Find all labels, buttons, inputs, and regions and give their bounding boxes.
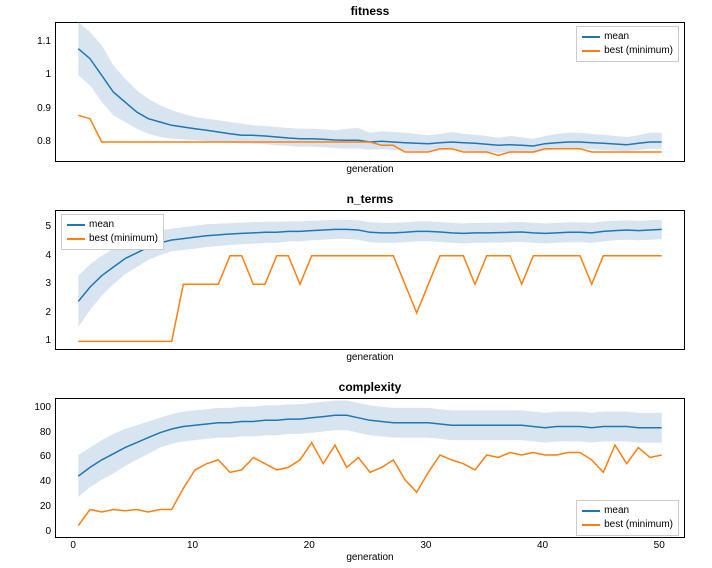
y-tick-label: 80: [40, 427, 51, 438]
legend-label-best: best (minimum): [89, 232, 158, 246]
subplot-title: fitness: [55, 4, 685, 18]
legend-item-best: best (minimum): [67, 232, 158, 246]
legend-swatch-mean: [67, 224, 85, 226]
legend-item-mean: mean: [582, 504, 673, 518]
x-axis-label: generation: [55, 164, 685, 175]
y-tick-label: 1.1: [37, 36, 51, 47]
confidence-band: [78, 220, 661, 327]
y-tick-label: 40: [40, 476, 51, 487]
x-tick-label: 0: [70, 540, 76, 551]
y-tick-label: 0.9: [37, 103, 51, 114]
best-line: [78, 443, 661, 526]
confidence-band: [78, 22, 661, 153]
confidence-band: [78, 401, 661, 498]
legend: meanbest (minimum): [61, 214, 164, 250]
legend-swatch-best: [67, 238, 85, 240]
legend-label-mean: mean: [604, 30, 629, 44]
y-tick-label: 1: [45, 335, 51, 346]
x-tick-label: 40: [537, 540, 548, 551]
legend-label-mean: mean: [604, 504, 629, 518]
y-tick-label: 1: [45, 69, 51, 80]
subplot-title: complexity: [55, 380, 685, 394]
legend-swatch-best: [582, 50, 600, 52]
y-tick-label: 20: [40, 501, 51, 512]
legend-swatch-mean: [582, 510, 600, 512]
y-tick-label: 0.8: [37, 136, 51, 147]
figure-container: fitness0.80.911.1generationmeanbest (min…: [0, 0, 712, 568]
y-tick-label: 2: [45, 307, 51, 318]
y-tick-label: 3: [45, 278, 51, 289]
legend: meanbest (minimum): [576, 500, 679, 536]
legend-swatch-mean: [582, 36, 600, 38]
x-tick-label: 20: [304, 540, 315, 551]
y-tick-label: 5: [45, 221, 51, 232]
x-axis-label: generation: [55, 352, 685, 363]
y-tick-label: 100: [34, 402, 51, 413]
legend-label-mean: mean: [89, 218, 114, 232]
legend-label-best: best (minimum): [604, 518, 673, 532]
x-axis-label: generation: [55, 552, 685, 563]
best-line: [78, 256, 661, 342]
y-tick-label: 0: [45, 526, 51, 537]
legend-label-best: best (minimum): [604, 44, 673, 58]
subplot-title: n_terms: [55, 192, 685, 206]
legend-item-best: best (minimum): [582, 44, 673, 58]
legend-item-mean: mean: [67, 218, 158, 232]
y-tick-label: 60: [40, 451, 51, 462]
legend-item-mean: mean: [582, 30, 673, 44]
y-tick-label: 4: [45, 250, 51, 261]
legend: meanbest (minimum): [576, 26, 679, 62]
x-tick-label: 50: [654, 540, 665, 551]
legend-swatch-best: [582, 524, 600, 526]
x-tick-label: 10: [187, 540, 198, 551]
legend-item-best: best (minimum): [582, 518, 673, 532]
x-tick-label: 30: [420, 540, 431, 551]
